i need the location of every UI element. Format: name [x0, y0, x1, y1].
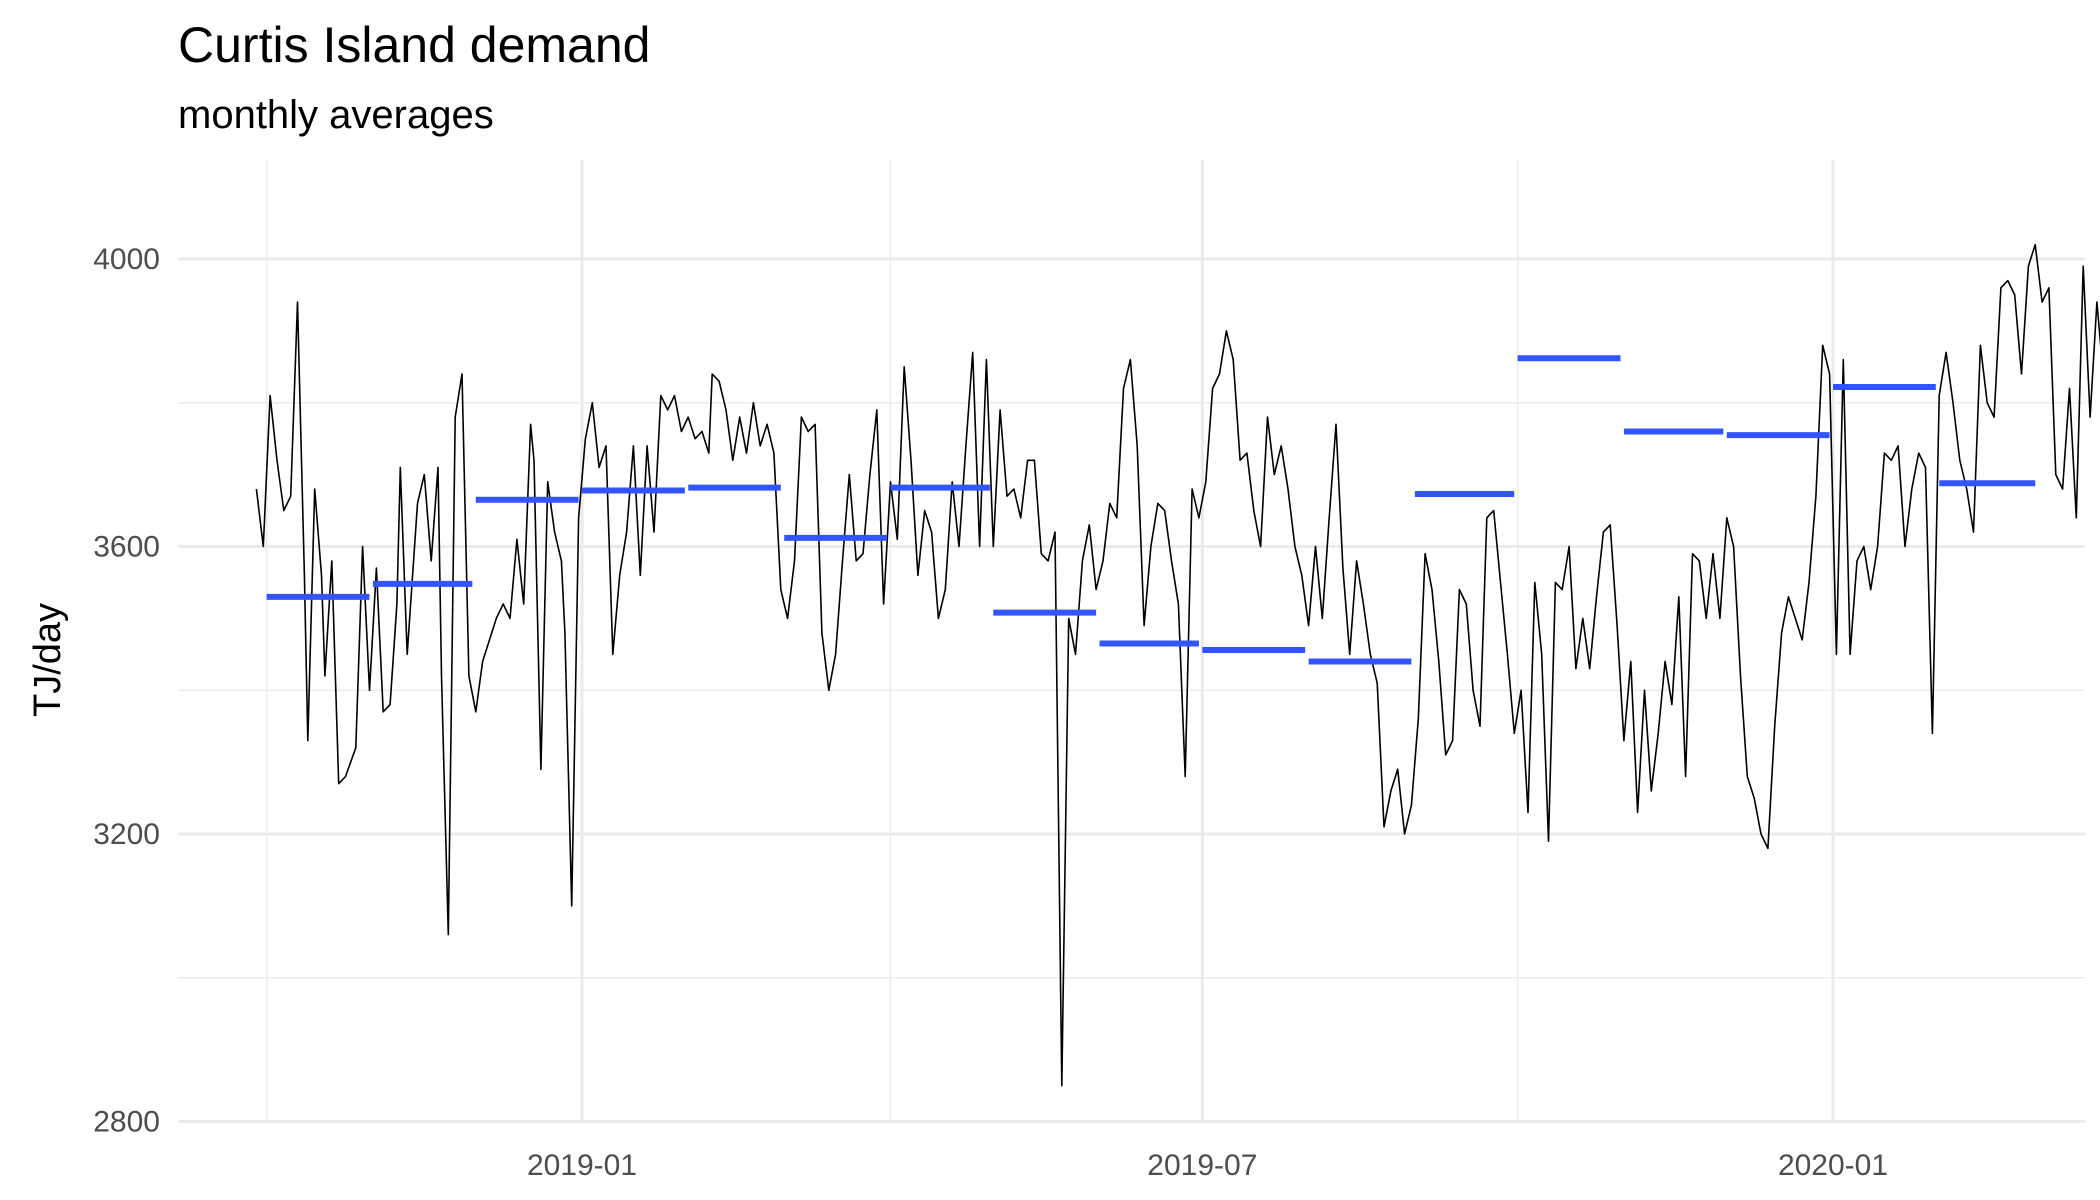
x-tick-label: 2019-07 [1147, 1149, 1257, 1182]
y-axis-ticks: 2800 3200 3600 4000 [93, 243, 160, 1139]
y-tick-label: 3200 [93, 818, 160, 851]
y-axis-label: TJ/day [27, 603, 69, 717]
chart-title: Curtis Island demand [178, 17, 650, 73]
daily-demand-line [255, 243, 2100, 1087]
x-axis-ticks: 2019-01 2019-07 2020-01 [527, 1149, 1888, 1182]
chart-subtitle: monthly averages [178, 93, 494, 137]
x-tick-label: 2020-01 [1778, 1149, 1888, 1182]
y-tick-label: 2800 [93, 1106, 160, 1139]
daily-series [255, 243, 2100, 1087]
y-tick-label: 4000 [93, 243, 160, 276]
x-tick-label: 2019-01 [527, 1149, 637, 1182]
monthly-average-series [266, 355, 2036, 665]
gridlines [178, 160, 2085, 1123]
y-tick-label: 3600 [93, 531, 160, 564]
